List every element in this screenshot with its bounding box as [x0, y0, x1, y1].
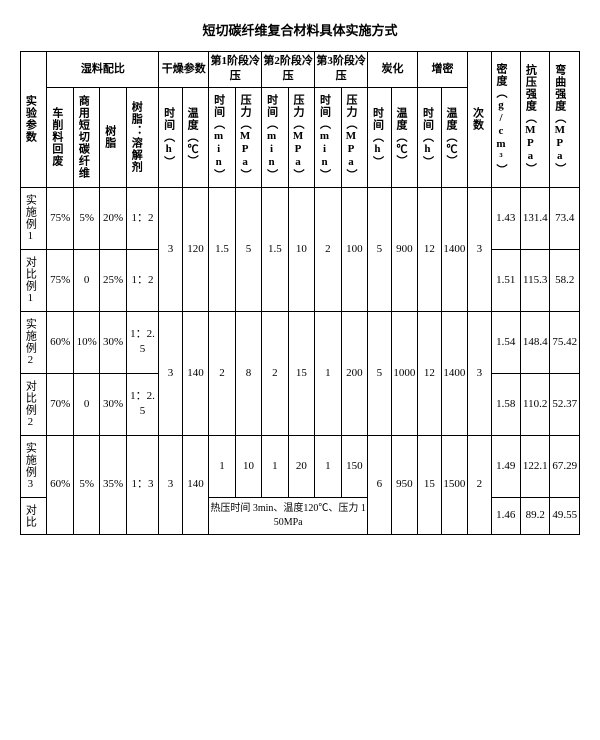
hdr-comp: 抗压强度（MPa） — [520, 52, 549, 188]
table-row: 实施例2 60%10%30%1：2.5 3140 28 215 1200 510… — [21, 311, 580, 373]
row-label: 对比例1 — [22, 252, 37, 309]
hdr-wetmix: 湿料配比 — [47, 52, 159, 88]
hdr-dry-h: 时间（h） — [159, 87, 183, 187]
row-label: 实施例1 — [22, 190, 37, 247]
table-row: 实施例3 60%5%35%1：3 3140 110 120 1150 6950 … — [21, 435, 580, 497]
hdr-s1-mpa: 压力（MPa） — [235, 87, 261, 187]
data-table: 实验参数 湿料配比 干燥参数 第1阶段冷压 第2阶段冷压 第3阶段冷压 炭化 增… — [20, 51, 580, 535]
hdr-s1-min: 时间（min） — [209, 87, 235, 187]
row-label: 实施例2 — [22, 314, 37, 371]
hdr-resinsolvent: 树脂：溶解剂 — [126, 87, 158, 187]
hdr-resin: 树脂 — [100, 87, 126, 187]
row-label: 实施例3 — [22, 438, 37, 495]
hdr-s3-min: 时间（min） — [315, 87, 341, 187]
hdr-density: 密度（g/cm³） — [491, 52, 520, 188]
hdr-dry: 干燥参数 — [159, 52, 209, 88]
hdr-dry-c: 温度（℃） — [182, 87, 208, 187]
table-row: 实施例1 75%5%20%1：2 3120 1.55 1.510 2100 59… — [21, 187, 580, 249]
hdr-carb-h: 时间（h） — [368, 87, 392, 187]
hdr-stage1: 第1阶段冷压 — [209, 52, 262, 88]
hdr-s2-min: 时间（min） — [262, 87, 288, 187]
hdr-dens-c: 温度（℃） — [441, 87, 467, 187]
hdr-stage3: 第3阶段冷压 — [315, 52, 368, 88]
hdr-stage2: 第2阶段冷压 — [262, 52, 315, 88]
hdr-commfiber: 商用短切碳纤维 — [73, 87, 99, 187]
row-label: 对比 — [22, 500, 37, 532]
hotpress-note: 热压时间 3min、温度120℃、压力 150MPa — [209, 497, 368, 534]
row-label: 对比例2 — [22, 376, 37, 433]
hdr-bend: 弯曲强度（MPa） — [550, 52, 580, 188]
hdr-times: 次数 — [468, 52, 492, 188]
hdr-dens-h: 时间（h） — [418, 87, 442, 187]
hdr-carbonize: 炭化 — [368, 52, 418, 88]
hdr-s2-mpa: 压力（MPa） — [288, 87, 314, 187]
hdr-densify: 增密 — [418, 52, 468, 88]
hdr-s3-mpa: 压力（MPa） — [341, 87, 367, 187]
hdr-exp-params: 实验参数 — [21, 52, 47, 188]
page-title: 短切碳纤维复合材料具体实施方式 — [20, 20, 580, 39]
hdr-carb-c: 温度（℃） — [391, 87, 417, 187]
hdr-carwaste: 车削料回废 — [47, 87, 73, 187]
